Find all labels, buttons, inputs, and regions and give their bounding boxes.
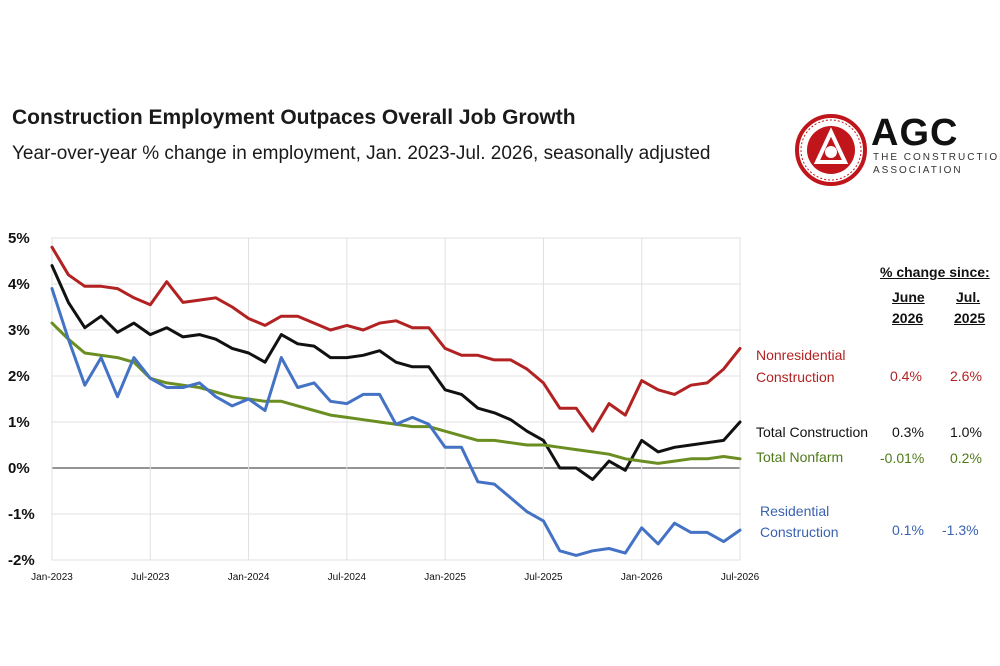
agc-logo: AGC THE CONSTRUCTION ASSOCIATION	[793, 112, 1000, 192]
col1-line2: 2026	[892, 310, 924, 326]
y-tick-label: -1%	[8, 506, 35, 523]
chart-subtitle: Year-over-year % change in employment, J…	[12, 143, 711, 164]
x-tick-label: Jan-2024	[228, 572, 270, 583]
series-layer	[50, 245, 742, 557]
x-tick-label: Jan-2023	[31, 572, 73, 583]
logo-tagline-2: ASSOCIATION	[873, 165, 963, 176]
row-nonres-v2: 2.6%	[950, 368, 982, 384]
logo-brand: AGC	[871, 112, 959, 154]
row-nonfarm-v2: 0.2%	[950, 450, 982, 466]
col1-line1: June	[892, 289, 925, 305]
plot-frame	[51, 237, 741, 561]
y-tick-label: 0%	[8, 460, 30, 477]
row-nonfarm-v1: -0.01%	[880, 450, 925, 466]
y-tick-label: 2%	[8, 368, 30, 385]
row-res-v1: 0.1%	[892, 522, 924, 538]
y-tick-label: 1%	[8, 414, 30, 431]
chart-title: Construction Employment Outpaces Overall…	[12, 106, 576, 129]
col2-line1: Jul.	[956, 289, 981, 305]
y-tick-label: 5%	[8, 230, 30, 247]
row-res-v2: -1.3%	[942, 522, 979, 538]
grid-layer	[51, 237, 741, 561]
row-nonres-label-2: Construction	[756, 369, 835, 385]
row-nonres-v1: 0.4%	[890, 368, 922, 384]
y-tick-label: 3%	[8, 322, 30, 339]
row-total-construction-v1: 0.3%	[892, 424, 924, 440]
row-res-label-1: Residential	[760, 503, 830, 519]
agc-seal-icon	[795, 114, 867, 186]
row-nonres-label-1: Nonresidential	[756, 347, 846, 363]
axis-layer: 5% 4% 3% 2% 1% 0% -1% -2% Jan-2023 Jul-2023 Jan-20…	[8, 230, 760, 583]
series-line-nonresidential-construction	[50, 245, 742, 433]
col2-line2: 2025	[954, 310, 986, 326]
row-total-construction-v2: 1.0%	[950, 424, 982, 440]
x-tick-label: Jul-2023	[131, 572, 170, 583]
row-total-construction-label: Total Construction	[756, 424, 869, 440]
x-tick-label: Jul-2024	[328, 572, 367, 583]
x-tick-label: Jul-2025	[524, 572, 563, 583]
row-nonfarm-label: Total Nonfarm	[756, 449, 844, 465]
y-tick-label: 4%	[8, 276, 30, 293]
series-line-residential-construction	[50, 287, 742, 557]
x-tick-label: Jan-2025	[424, 572, 466, 583]
row-res-label-2: Construction	[760, 524, 839, 540]
y-tick-label: -2%	[8, 552, 35, 569]
x-tick-label: Jul-2026	[721, 572, 760, 583]
logo-tagline-1: THE CONSTRUCTION	[873, 152, 1000, 163]
series-line-total-construction	[50, 264, 742, 481]
x-tick-label: Jan-2026	[621, 572, 663, 583]
table-header: % change since:	[880, 264, 990, 280]
